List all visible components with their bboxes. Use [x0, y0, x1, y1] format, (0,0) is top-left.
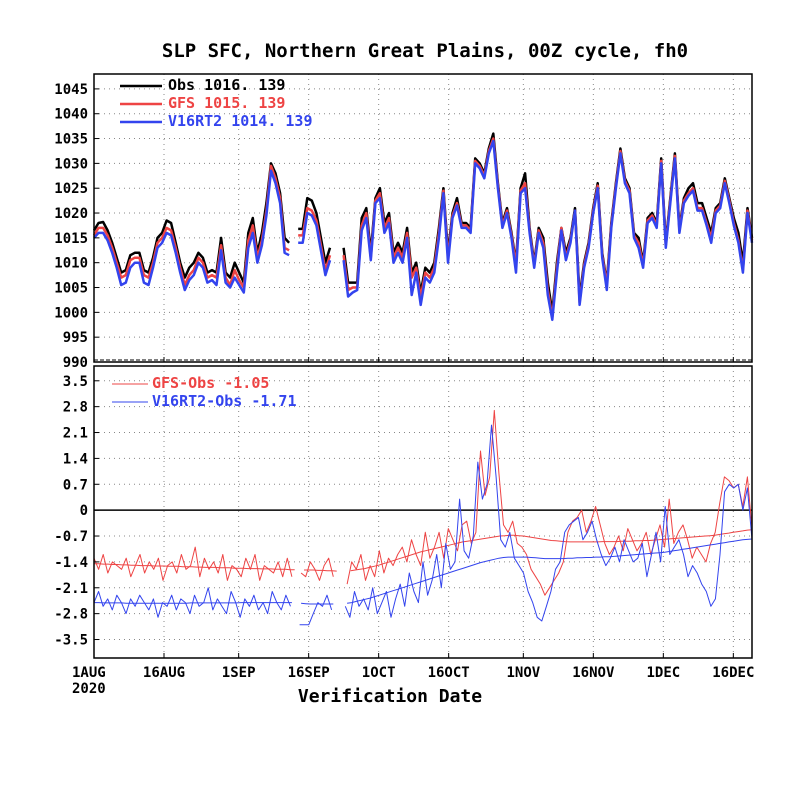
chart-title: SLP SFC, Northern Great Plains, 00Z cycl…	[162, 40, 688, 62]
bottom-y-tick-label: 0	[80, 503, 88, 519]
bottom-grid	[94, 366, 752, 658]
bottom-y-tick-label: -2.8	[54, 607, 88, 623]
series-line-gfs-obs-running-mean	[94, 529, 753, 572]
top-panel: 990 995 1000 1005 1010 1015 1020 1025 1030 1035 10…	[54, 73, 754, 371]
top-y-tick-label: 990	[63, 355, 88, 371]
x-tick-label: 1OCT	[362, 665, 396, 681]
bottom-y-tick-label: 2.8	[63, 400, 88, 416]
legend-entry-gfs-obs: GFS-Obs -1.05	[152, 374, 269, 392]
bottom-y-tick-label: -0.7	[54, 529, 88, 545]
x-tick-label: 16SEP	[288, 665, 330, 681]
top-y-tick-label: 1035	[54, 132, 88, 148]
x-ticks: 1AUG 16AUG 1SEP 16SEP 1OCT 16OCT 1NOV 16NOV 1DEC…	[72, 357, 754, 681]
series-line-gfs-obs	[93, 409, 753, 596]
legend-mean: 1016.	[204, 76, 258, 94]
bottom-y-tick-label: -2.1	[54, 581, 88, 597]
legend-label: GFS-Obs	[152, 374, 224, 392]
top-grid	[94, 74, 752, 362]
x-tick-label: 1SEP	[222, 665, 256, 681]
legend-entry-gfs: GFS 1015. 139	[168, 94, 285, 112]
top-series-group	[92, 132, 754, 322]
legend-count: 139	[285, 112, 312, 130]
legend-value: -1.05	[224, 374, 269, 392]
x-tick-label: 16AUG	[143, 665, 185, 681]
bottom-y-tick-label: 0.7	[63, 477, 88, 493]
top-y-tick-label: 1000	[54, 305, 88, 321]
top-y-tick-label: 1030	[54, 156, 88, 172]
bottom-y-tick-label: 3.5	[63, 374, 88, 390]
x-tick-label: 16NOV	[572, 665, 615, 681]
legend-entry-v16rt2: V16RT2 1014. 139	[168, 112, 313, 130]
series-line-v16rt2-obs	[93, 424, 753, 626]
x-axis-label: Verification Date	[298, 686, 482, 707]
legend-entry-obs: Obs 1016. 139	[168, 76, 285, 94]
legend-label: V16RT2-Obs	[152, 392, 251, 410]
bottom-y-tick-label: -1.4	[54, 555, 88, 571]
legend-count: 139	[258, 76, 285, 94]
series-line-v16rt2	[93, 139, 754, 322]
x-tick-label: 16DEC	[712, 665, 754, 681]
top-y-tick-label: 1005	[54, 281, 88, 297]
bottom-y-tick-label: 2.1	[63, 426, 88, 442]
legend-entry-v16rt2-obs: V16RT2-Obs -1.71	[152, 392, 297, 410]
top-y-tick-label: 1045	[54, 82, 88, 98]
legend-mean: 1014.	[231, 112, 285, 130]
bottom-y-tick-label: -3.5	[54, 633, 88, 649]
top-panel-frame	[93, 73, 753, 363]
top-y-tick-label: 1040	[54, 107, 88, 123]
bottom-y-ticks: -3.5 -2.8 -2.1 -1.4 -0.7 0 0.7 1.4 2.1 2.8 3.5	[54, 374, 99, 649]
series-line-v16rt2-obs-running-mean	[94, 538, 753, 605]
x-tick-label: 1DEC	[646, 665, 680, 681]
legend-value: -1.71	[251, 392, 296, 410]
top-y-tick-label: 1025	[54, 181, 88, 197]
top-y-tick-label: 995	[63, 330, 88, 346]
x-tick-label: 16OCT	[428, 665, 470, 681]
x-year-label: 2020	[72, 681, 106, 697]
x-tick-label: 1NOV	[506, 665, 540, 681]
top-y-ticks: 990 995 1000 1005 1010 1015 1020 1025 1030 1035 10…	[54, 82, 99, 371]
top-y-tick-label: 1015	[54, 231, 88, 247]
legend-label: GFS	[168, 94, 204, 112]
bottom-series-group	[93, 409, 753, 626]
bottom-panel: -3.5 -2.8 -2.1 -1.4 -0.7 0 0.7 1.4 2.1 2.8 3.5 GFS…	[54, 365, 753, 659]
x-tick-label: 1AUG	[72, 665, 106, 681]
top-y-tick-label: 1020	[54, 206, 88, 222]
bottom-panel-frame	[93, 365, 753, 659]
bottom-y-tick-label: 1.4	[63, 451, 88, 467]
legend-mean: 1015.	[204, 94, 258, 112]
legend-count: 139	[258, 94, 285, 112]
legend-label: V16RT2	[168, 112, 231, 130]
top-y-tick-label: 1010	[54, 256, 88, 272]
legend-label: Obs	[168, 76, 204, 94]
